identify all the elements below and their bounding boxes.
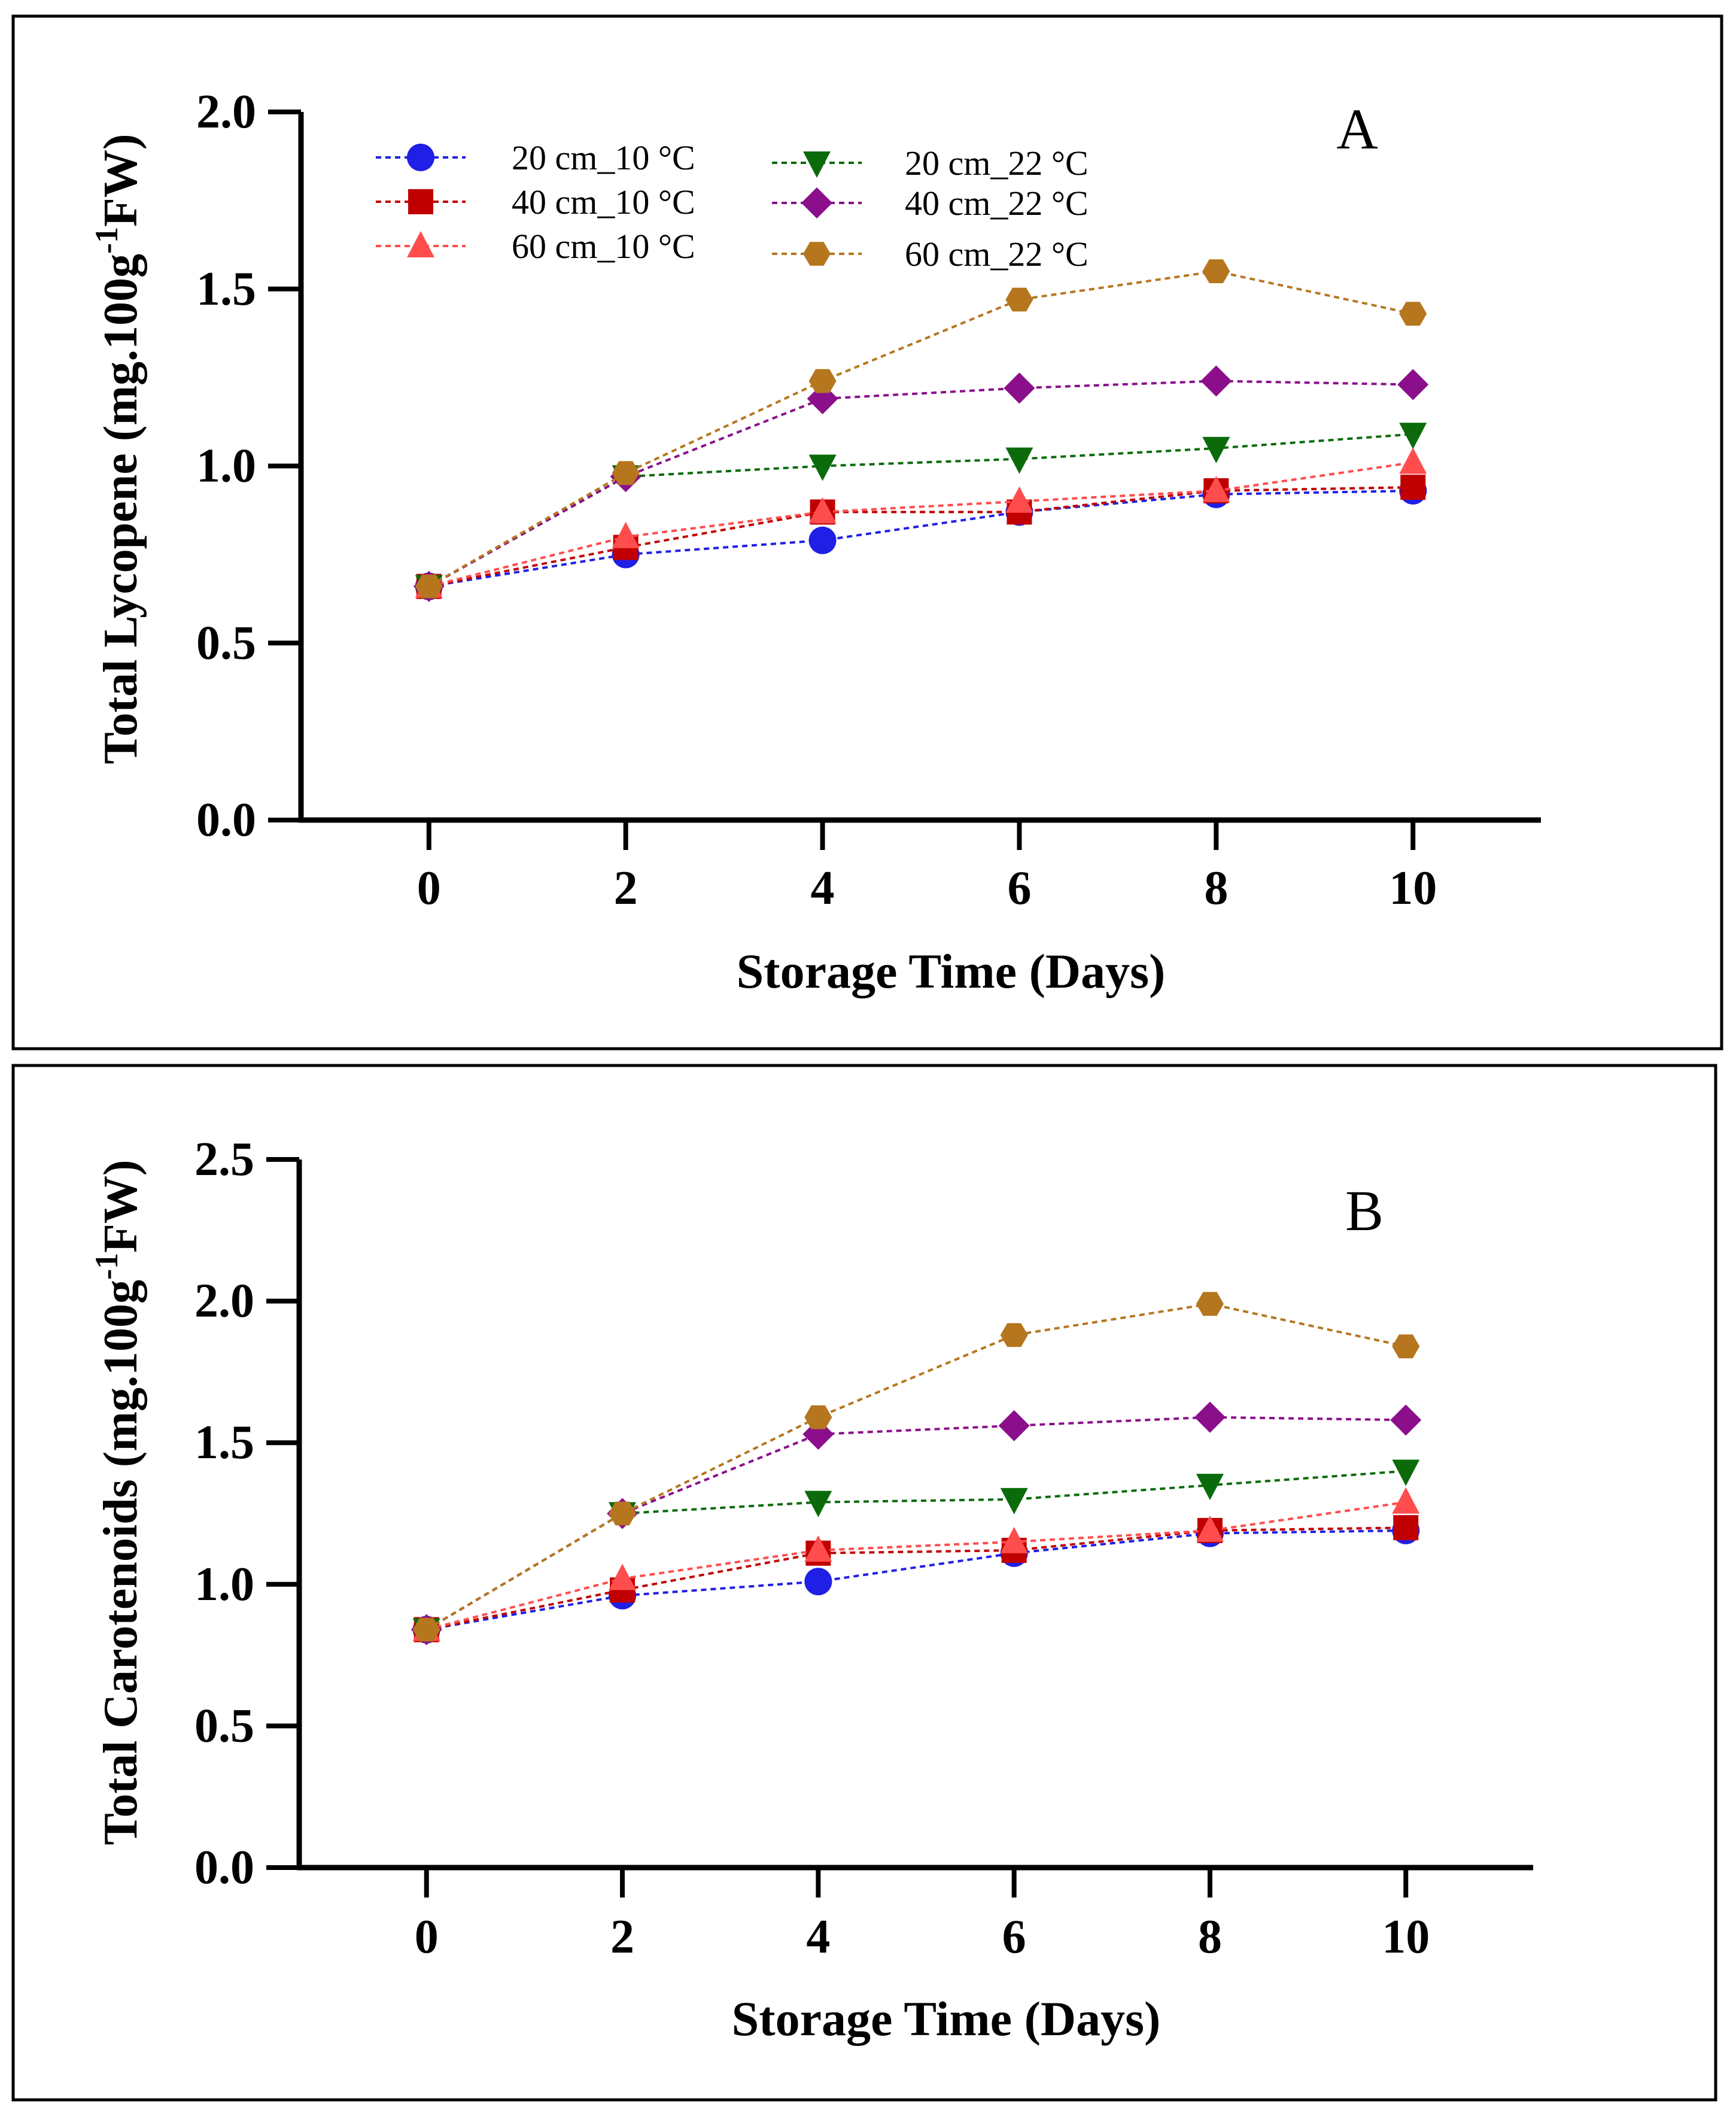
data-point xyxy=(998,1410,1030,1441)
y-tick-label: 1.0 xyxy=(196,440,256,493)
data-point xyxy=(1200,365,1232,397)
data-point xyxy=(1202,475,1230,502)
data-point xyxy=(415,574,443,599)
x-tick-label: 10 xyxy=(1382,1911,1430,1963)
legend: 20 cm_10 °C 40 cm_10 °C 60 cm_10 °C 20 cm_2… xyxy=(376,138,1089,274)
y-tick-label: 0.5 xyxy=(194,1699,254,1752)
data-point xyxy=(609,1564,637,1590)
data-point xyxy=(1392,1487,1420,1514)
data-point xyxy=(804,1405,832,1429)
data-point xyxy=(412,1617,440,1642)
panel-a-frame xyxy=(11,14,1723,1051)
chart-panel-a: 0.0 0.5 1.0 1.5 2.0 0 2 4 6 8 10 Storage Time (Days… xyxy=(89,86,1541,998)
data-point xyxy=(1399,447,1427,474)
data-point xyxy=(1004,372,1035,404)
data-point xyxy=(808,454,837,481)
legend-marker xyxy=(803,151,831,178)
x-axis-title: Storage Time (Days) xyxy=(737,944,1166,998)
data-point xyxy=(1400,474,1426,500)
chart-panel-b: 0.0 0.5 1.0 1.5 2.0 2.5 0 2 4 6 8 10 Storage Time (D… xyxy=(89,1133,1533,2046)
data-point xyxy=(1392,1334,1420,1359)
y-tick-label: 1.0 xyxy=(194,1558,254,1611)
data-point xyxy=(1005,447,1033,474)
data-point xyxy=(1392,1459,1420,1486)
data-point xyxy=(1000,1323,1028,1347)
series-line xyxy=(425,1416,1406,1631)
x-tick-label: 10 xyxy=(1389,862,1437,915)
data-point xyxy=(808,497,837,524)
data-point xyxy=(1202,436,1230,463)
panel-label: B xyxy=(1345,1179,1384,1243)
series-line xyxy=(428,461,1413,588)
y-tick-label: 2.0 xyxy=(194,1275,254,1328)
x-tick-label: 2 xyxy=(610,1911,634,1963)
x-tick-label: 4 xyxy=(811,862,835,915)
x-tick-label: 4 xyxy=(806,1911,830,1963)
data-point xyxy=(1005,486,1033,513)
data-point xyxy=(1202,259,1230,284)
y-tick-label: 1.5 xyxy=(194,1416,254,1469)
x-tick-label: 0 xyxy=(415,1911,439,1963)
x-tick-label: 0 xyxy=(417,862,441,915)
x-axis-title: Storage Time (Days) xyxy=(732,1991,1161,2046)
data-point xyxy=(804,1568,832,1596)
panel-label: A xyxy=(1336,97,1378,161)
data-point xyxy=(1000,1526,1028,1553)
legend-label: 40 cm_22 °C xyxy=(905,184,1089,223)
y-axis-title: Total Carotenoids (mg.100g-1FW) xyxy=(89,1160,147,1845)
data-point xyxy=(1390,1404,1422,1436)
data-point xyxy=(1000,1487,1028,1514)
y-tick-label: 1.5 xyxy=(196,263,256,315)
series-line xyxy=(426,1526,1406,1631)
legend-label: 20 cm_22 °C xyxy=(905,144,1089,183)
series-line xyxy=(428,270,1413,588)
y-tick-label: 0.0 xyxy=(194,1841,254,1894)
data-point xyxy=(1196,1474,1224,1501)
series-line xyxy=(428,380,1413,588)
data-point xyxy=(808,526,837,554)
legend-marker xyxy=(408,189,433,214)
data-point xyxy=(1005,287,1033,312)
x-tick-label: 2 xyxy=(614,862,638,915)
legend-label: 40 cm_10 °C xyxy=(512,183,695,221)
series-line xyxy=(426,1529,1406,1631)
data-point xyxy=(808,369,837,393)
data-point xyxy=(1399,302,1427,326)
x-tick-label: 6 xyxy=(1007,862,1031,915)
series-line xyxy=(428,433,1413,588)
legend-label: 20 cm_10 °C xyxy=(512,138,695,177)
data-point xyxy=(612,461,640,485)
series-line xyxy=(428,489,1413,588)
series-line xyxy=(426,1501,1406,1631)
data-point xyxy=(804,1535,832,1562)
legend-marker xyxy=(803,242,831,266)
data-point xyxy=(1196,1292,1224,1316)
y-tick-label: 2.5 xyxy=(194,1133,254,1186)
data-point xyxy=(804,1490,832,1517)
y-tick-label: 2.0 xyxy=(196,86,256,138)
legend-marker xyxy=(407,144,434,171)
y-axis-title: Total Lycopene (mg.100g-1FW) xyxy=(89,133,147,764)
data-point xyxy=(1196,1515,1224,1542)
series-line xyxy=(428,486,1413,588)
x-tick-label: 8 xyxy=(1204,862,1228,915)
data-point xyxy=(609,1501,636,1526)
legend-marker xyxy=(801,187,832,218)
x-tick-label: 6 xyxy=(1002,1911,1026,1963)
series-line xyxy=(425,1470,1406,1631)
data-point xyxy=(1397,369,1429,400)
legend-label: 60 cm_10 °C xyxy=(512,227,695,266)
data-point xyxy=(612,521,640,548)
data-point xyxy=(1399,423,1427,450)
legend-marker xyxy=(407,231,434,257)
data-point xyxy=(1393,1515,1419,1541)
data-point xyxy=(1194,1401,1226,1433)
legend-label: 60 cm_22 °C xyxy=(905,235,1089,274)
y-tick-label: 0.5 xyxy=(196,617,256,669)
x-tick-label: 8 xyxy=(1198,1911,1222,1963)
y-tick-label: 0.0 xyxy=(196,794,256,846)
